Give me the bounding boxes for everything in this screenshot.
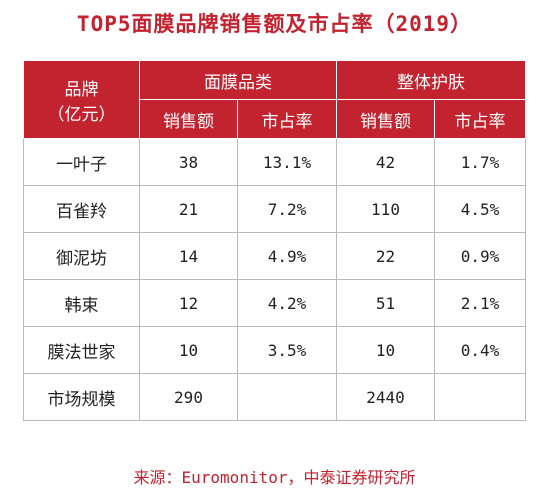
skin-sales-cell: 2440 bbox=[336, 373, 435, 421]
skin-share-cell bbox=[434, 373, 526, 421]
header-skincare-total: 整体护肤 bbox=[336, 60, 526, 100]
mask-sales-cell: 14 bbox=[139, 232, 238, 280]
header-brand: 品牌 （亿元） bbox=[23, 60, 140, 139]
brand-cell: 御泥坊 bbox=[23, 232, 140, 280]
mask-sales-cell: 12 bbox=[139, 279, 238, 327]
mask-sales-cell: 290 bbox=[139, 373, 238, 421]
skin-share-cell: 4.5% bbox=[434, 185, 526, 233]
skin-sales-cell: 42 bbox=[336, 138, 435, 186]
source-note: 来源：Euromonitor，中泰证券研究所 bbox=[133, 468, 416, 487]
skin-sales-cell: 51 bbox=[336, 279, 435, 327]
header-mask-category: 面膜品类 bbox=[139, 60, 337, 100]
brand-cell: 韩束 bbox=[23, 279, 140, 327]
skin-share-cell: 0.4% bbox=[434, 326, 526, 374]
mask-sales-cell: 38 bbox=[139, 138, 238, 186]
mask-sales-cell: 21 bbox=[139, 185, 238, 233]
skin-share-cell: 0.9% bbox=[434, 232, 526, 280]
brand-sales-table: 品牌 （亿元） 面膜品类 整体护肤 销售额 市占率 销售额 市占率 一叶子 38… bbox=[23, 60, 526, 421]
skin-share-cell: 1.7% bbox=[434, 138, 526, 186]
header-mask-share: 市占率 bbox=[237, 99, 337, 139]
table-row: 膜法世家 10 3.5% 10 0.4% bbox=[23, 326, 526, 374]
mask-share-cell: 3.5% bbox=[237, 326, 337, 374]
skin-sales-cell: 22 bbox=[336, 232, 435, 280]
table-row: 御泥坊 14 4.9% 22 0.9% bbox=[23, 232, 526, 280]
table-row: 市场规模 290 2440 bbox=[23, 373, 526, 421]
table-row: 百雀羚 21 7.2% 110 4.5% bbox=[23, 185, 526, 233]
brand-cell: 一叶子 bbox=[23, 138, 140, 186]
skin-sales-cell: 10 bbox=[336, 326, 435, 374]
brand-cell: 市场规模 bbox=[23, 373, 140, 421]
mask-share-cell: 4.9% bbox=[237, 232, 337, 280]
table-row: 一叶子 38 13.1% 42 1.7% bbox=[23, 138, 526, 186]
skin-share-cell: 2.1% bbox=[434, 279, 526, 327]
mask-sales-cell: 10 bbox=[139, 326, 238, 374]
mask-share-cell bbox=[237, 373, 337, 421]
header-skin-share: 市占率 bbox=[434, 99, 526, 139]
table-row: 韩束 12 4.2% 51 2.1% bbox=[23, 279, 526, 327]
header-mask-sales: 销售额 bbox=[139, 99, 238, 139]
skin-sales-cell: 110 bbox=[336, 185, 435, 233]
mask-share-cell: 13.1% bbox=[237, 138, 337, 186]
brand-cell: 百雀羚 bbox=[23, 185, 140, 233]
mask-share-cell: 7.2% bbox=[237, 185, 337, 233]
header-skin-sales: 销售额 bbox=[336, 99, 435, 139]
chart-title: TOP5面膜品牌销售额及市占率（2019） bbox=[76, 12, 473, 36]
brand-cell: 膜法世家 bbox=[23, 326, 140, 374]
mask-share-cell: 4.2% bbox=[237, 279, 337, 327]
